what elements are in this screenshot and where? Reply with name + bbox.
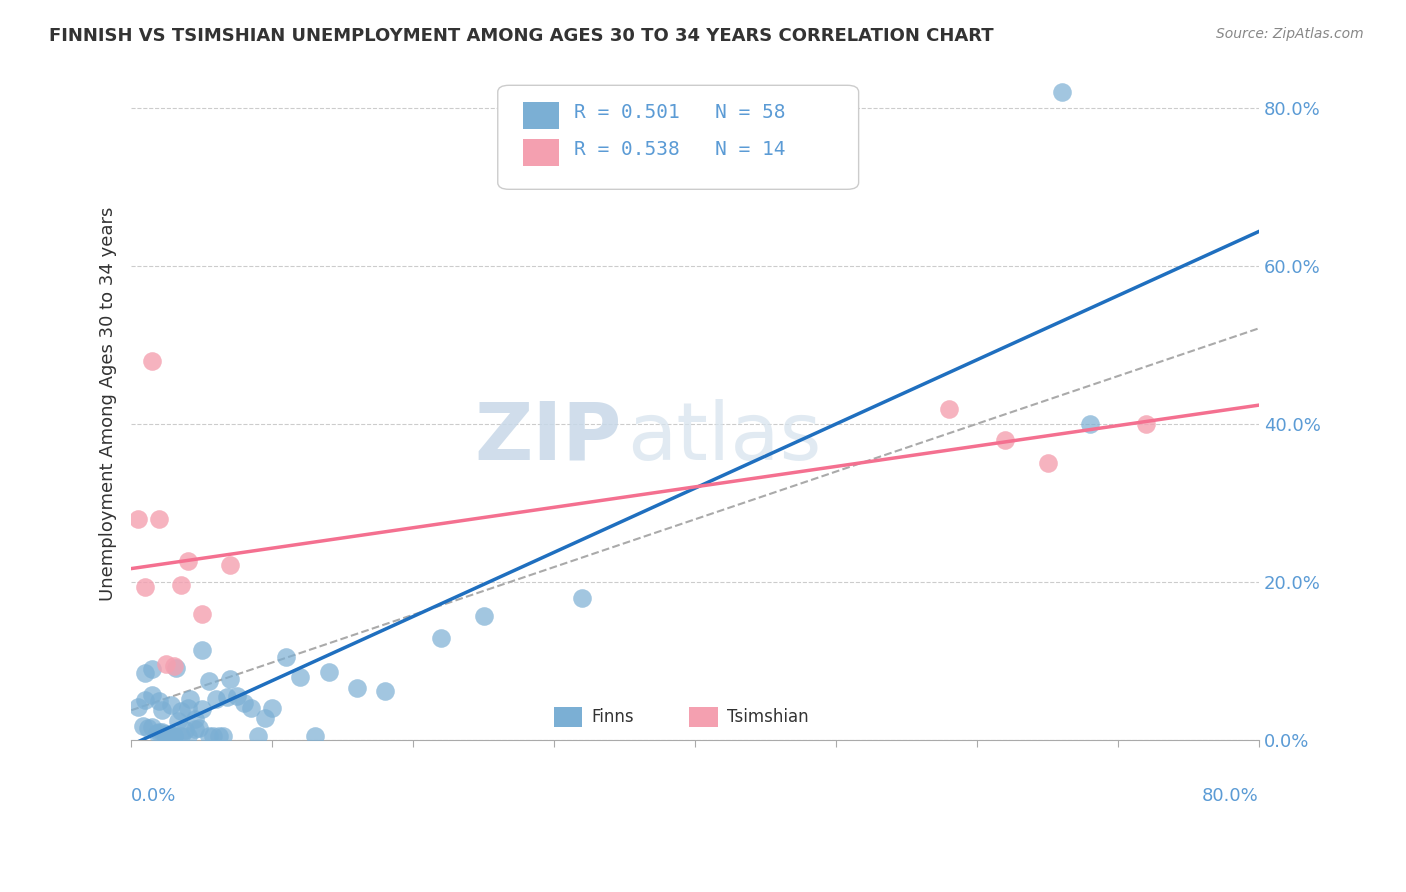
Point <box>165 661 187 675</box>
Point <box>127 699 149 714</box>
Point <box>159 698 181 713</box>
Text: Finns: Finns <box>592 708 634 726</box>
Y-axis label: Unemployment Among Ages 30 to 34 years: Unemployment Among Ages 30 to 34 years <box>100 207 117 601</box>
Point <box>127 511 149 525</box>
Point <box>169 704 191 718</box>
Point <box>134 693 156 707</box>
Point <box>166 714 188 728</box>
Point <box>1135 417 1157 431</box>
Text: FINNISH VS TSIMSHIAN UNEMPLOYMENT AMONG AGES 30 TO 34 YEARS CORRELATION CHART: FINNISH VS TSIMSHIAN UNEMPLOYMENT AMONG … <box>49 27 994 45</box>
Point <box>159 729 181 743</box>
Point <box>155 657 177 671</box>
Point <box>197 674 219 689</box>
Point <box>247 729 270 743</box>
Point <box>290 670 312 684</box>
Point <box>162 729 184 743</box>
Point <box>141 353 163 368</box>
Point <box>150 724 173 739</box>
Text: atlas: atlas <box>627 399 823 476</box>
FancyBboxPatch shape <box>523 102 558 129</box>
Point <box>1036 456 1059 470</box>
Point <box>346 681 368 695</box>
Point <box>262 701 284 715</box>
Point <box>155 729 177 743</box>
Point <box>176 701 198 715</box>
Point <box>134 665 156 680</box>
Point <box>162 658 184 673</box>
Text: 0.0%: 0.0% <box>131 787 177 805</box>
Point <box>179 692 201 706</box>
Point <box>233 697 256 711</box>
Point <box>219 558 242 572</box>
FancyBboxPatch shape <box>498 86 859 189</box>
Point <box>219 673 242 687</box>
Point <box>430 632 453 646</box>
Point <box>183 713 205 727</box>
Point <box>1050 85 1073 99</box>
Point <box>162 729 184 743</box>
Text: ZIP: ZIP <box>475 399 621 476</box>
Point <box>176 554 198 568</box>
Point <box>145 726 167 740</box>
Text: Tsimshian: Tsimshian <box>727 708 808 726</box>
Point <box>212 729 235 743</box>
Point <box>183 723 205 737</box>
Point <box>131 719 153 733</box>
Point <box>472 609 495 624</box>
Point <box>187 722 209 736</box>
Point <box>141 662 163 676</box>
Point <box>318 665 340 679</box>
Point <box>197 729 219 743</box>
FancyBboxPatch shape <box>689 707 717 728</box>
Point <box>205 692 228 706</box>
Point <box>201 729 224 743</box>
Point <box>148 725 170 739</box>
Point <box>374 684 396 698</box>
Point <box>136 721 159 735</box>
Point <box>141 688 163 702</box>
Point <box>169 729 191 743</box>
Point <box>190 607 212 621</box>
Point <box>994 433 1017 447</box>
Text: R = 0.501   N = 58: R = 0.501 N = 58 <box>575 103 786 121</box>
Point <box>254 711 277 725</box>
FancyBboxPatch shape <box>554 707 582 728</box>
Point <box>217 690 239 705</box>
Point <box>176 729 198 743</box>
Point <box>190 643 212 657</box>
Text: 80.0%: 80.0% <box>1202 787 1258 805</box>
Point <box>155 727 177 741</box>
Point <box>938 401 960 416</box>
Text: Source: ZipAtlas.com: Source: ZipAtlas.com <box>1216 27 1364 41</box>
Point <box>226 689 249 703</box>
FancyBboxPatch shape <box>523 139 558 166</box>
Point <box>134 580 156 594</box>
Point <box>190 702 212 716</box>
Point <box>148 693 170 707</box>
Point <box>240 700 263 714</box>
Point <box>208 729 231 743</box>
Point <box>141 720 163 734</box>
Point <box>155 729 177 743</box>
Point <box>169 577 191 591</box>
Text: R = 0.538   N = 14: R = 0.538 N = 14 <box>575 139 786 159</box>
Point <box>276 650 298 665</box>
Point <box>150 702 173 716</box>
Point <box>173 723 195 737</box>
Point <box>571 591 593 606</box>
Point <box>1078 417 1101 431</box>
Point <box>304 729 326 743</box>
Point <box>148 511 170 525</box>
